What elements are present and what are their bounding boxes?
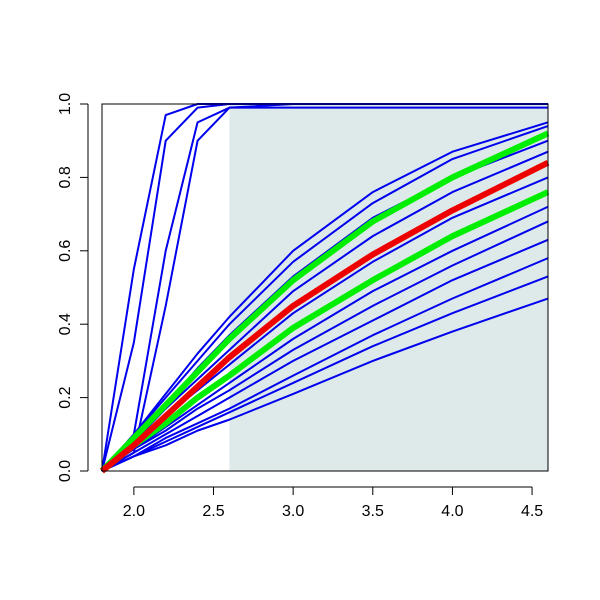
- series-line: [101, 106, 548, 472]
- series-line: [101, 220, 549, 472]
- x-tick-label: 3.0: [282, 503, 304, 520]
- series-line: [101, 257, 549, 472]
- x-tick-label: 4.5: [521, 503, 543, 520]
- series-line: [99, 130, 550, 474]
- y-tick-label: 0.8: [57, 166, 74, 188]
- series-line: [101, 297, 549, 472]
- y-tick-label: 0.2: [57, 386, 74, 408]
- x-tick-label: 2.5: [202, 503, 224, 520]
- series-line: [101, 275, 549, 472]
- x-tick-label: 3.5: [362, 503, 384, 520]
- plot-frame: [101, 103, 549, 472]
- series-line: [101, 238, 549, 472]
- y-tick-label: 1.0: [57, 93, 74, 115]
- y-tick-label: 0.4: [57, 313, 74, 335]
- x-tick-label: 2.0: [123, 503, 145, 520]
- y-tick-label: 0.6: [57, 240, 74, 262]
- series-line: [100, 160, 550, 474]
- series-line: [101, 205, 549, 472]
- y-tick-label: 0.0: [57, 460, 74, 482]
- series-line: [101, 125, 549, 472]
- x-tick-label: 4.0: [441, 503, 463, 520]
